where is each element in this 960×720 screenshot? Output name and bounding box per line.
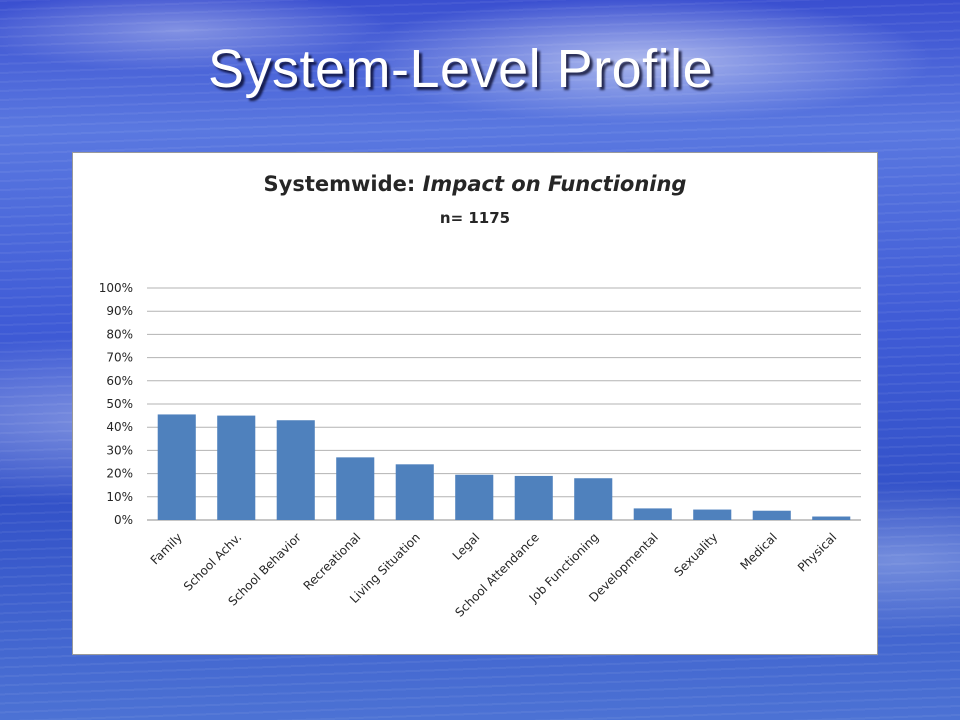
- chart-title: Systemwide: Impact on Functioning: [264, 172, 687, 196]
- x-category-label: Medical: [737, 530, 779, 572]
- bar-recreational: [336, 457, 375, 520]
- chart-title-emphasis: Impact on Functioning: [423, 172, 687, 196]
- x-category-label: Sexuality: [671, 530, 720, 579]
- y-axis-tick-labels: 0% 10% 20% 30% 40% 50% 60% 70% 80% 90% 100%: [99, 281, 133, 527]
- bar-job-functioning: [574, 478, 613, 520]
- bar-legal: [455, 474, 494, 520]
- x-category-label: Recreational: [301, 530, 364, 593]
- bar-chart: Systemwide: Impact on Functioning n= 117…: [99, 172, 861, 620]
- y-tick-label: 10%: [106, 490, 133, 504]
- x-category-label: Family: [148, 530, 185, 567]
- y-tick-label: 20%: [106, 467, 133, 481]
- y-tick-label: 60%: [106, 374, 133, 388]
- x-category-label: Legal: [450, 530, 483, 563]
- bar-developmental: [633, 508, 672, 520]
- gridlines: [147, 287, 861, 521]
- chart-title-prefix: Systemwide:: [264, 172, 423, 196]
- bar-medical: [752, 510, 791, 520]
- y-tick-label: 40%: [106, 420, 133, 434]
- y-tick-label: 80%: [106, 327, 133, 341]
- bars: [157, 414, 851, 520]
- y-tick-label: 50%: [106, 397, 133, 411]
- chart-panel: Systemwide: Impact on Functioning n= 117…: [72, 152, 878, 655]
- bar-school-achv: [217, 415, 256, 520]
- y-tick-label: 30%: [106, 443, 133, 457]
- bar-school-attendance: [514, 475, 553, 520]
- x-category-label: School Achv.: [181, 530, 245, 594]
- bar-physical: [812, 516, 851, 520]
- bar-sexuality: [693, 509, 732, 520]
- bar-family: [157, 414, 196, 520]
- bar-living-situation: [395, 464, 434, 520]
- x-category-label: Physical: [795, 530, 839, 574]
- y-tick-label: 90%: [106, 304, 133, 318]
- y-tick-label: 70%: [106, 351, 133, 365]
- y-tick-label: 100%: [99, 281, 133, 295]
- bar-school-behavior: [276, 420, 315, 520]
- y-tick-label: 0%: [114, 513, 133, 527]
- chart-subtitle: n= 1175: [440, 209, 510, 227]
- slide-title: System-Level Profile: [208, 39, 714, 99]
